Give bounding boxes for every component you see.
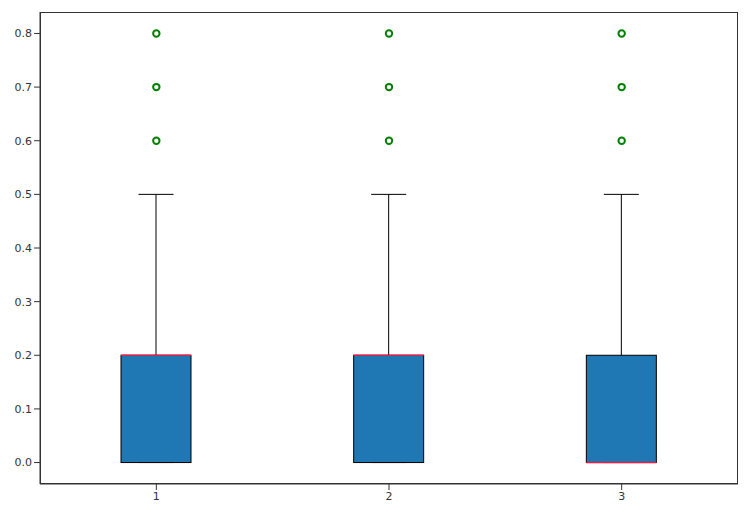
svg-text:0.6: 0.6 xyxy=(15,135,33,148)
svg-text:0.5: 0.5 xyxy=(15,188,33,201)
svg-text:3: 3 xyxy=(618,490,625,503)
svg-text:0.4: 0.4 xyxy=(15,242,33,255)
svg-text:0.3: 0.3 xyxy=(15,296,33,309)
svg-text:0.1: 0.1 xyxy=(15,403,33,416)
svg-text:0.0: 0.0 xyxy=(15,456,33,469)
svg-text:0.7: 0.7 xyxy=(15,81,33,94)
svg-text:1: 1 xyxy=(153,490,160,503)
svg-text:2: 2 xyxy=(386,490,393,503)
svg-text:0.8: 0.8 xyxy=(15,27,33,40)
svg-text:0.2: 0.2 xyxy=(15,349,33,362)
